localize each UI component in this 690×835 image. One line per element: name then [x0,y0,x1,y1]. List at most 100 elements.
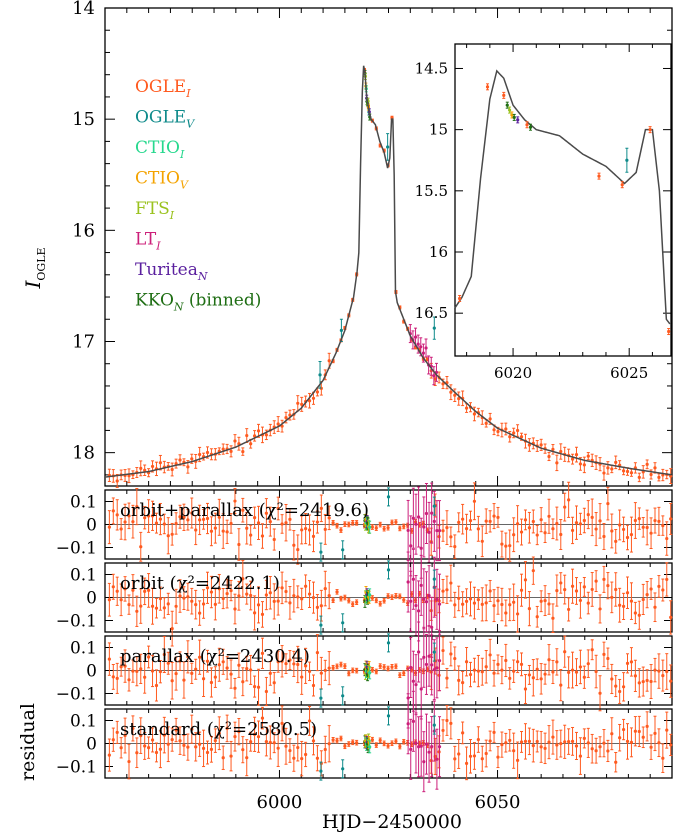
residual-point [645,525,649,530]
residual-point [237,594,241,598]
ogle-v-point [339,328,343,332]
residual-point [343,595,347,600]
residual-point [162,522,166,526]
lt-residual-point [419,546,423,550]
residual-point [468,754,473,758]
residual-point [516,612,520,616]
residual-point [610,529,614,533]
ogle-i-point [190,457,194,461]
residual-point [245,756,249,760]
residual-point [657,669,661,673]
residual-point [229,754,233,758]
residual-point [508,676,512,681]
ogle-v-residual-point [386,641,391,645]
residual-point [543,746,547,750]
residual-point [653,605,657,609]
residual-point [402,524,406,529]
residual-point [535,615,539,619]
lt-i-point [413,335,418,339]
residual-point [178,659,182,663]
ogle-v-residual-point [386,495,391,499]
ogle-v-residual-point [319,550,323,554]
ogle-i-point [614,460,618,464]
legend: OGLEI OGLEV CTIOI CTIOV FTSI LTI TuriteaN KKON … [135,77,261,314]
lt-residual-point [416,515,421,519]
inset-y-tick-label: 15 [429,121,448,139]
residual-point [453,757,457,761]
residual-point [468,672,473,677]
residual-point [170,738,174,742]
ogle-i-point [315,390,320,394]
residual-y-tick-label: 0 [86,662,97,682]
residual-point [347,522,351,527]
residual-point [629,532,634,537]
ogle-i-point [186,465,190,469]
residual-point [237,663,241,667]
residual-point [378,602,382,606]
ogle-i-point [625,469,630,474]
ogle-i-point [425,357,429,361]
residual-point [484,601,488,605]
residual-point [292,756,296,760]
ogle-i-point [657,475,661,479]
lt-residual-point [419,583,423,587]
residual-point [229,672,233,676]
residual-point [457,520,461,524]
residual-point [582,675,586,679]
residual-point [657,519,661,523]
lt-residual-point [411,516,415,520]
residual-point [519,662,524,666]
residual-point [641,679,645,684]
residual-point [653,731,657,735]
ogle-i-point [143,468,147,472]
axis-labels: HJD−2450000 residual IOGLE [17,247,462,833]
residual-point [496,755,500,759]
residual-point [127,678,131,682]
residual-point [194,745,198,749]
ogle-i-point [229,449,233,453]
residual-point [398,594,402,598]
ogle-i-point [233,439,237,443]
ogle-i-point [457,397,461,401]
residual-point [386,526,390,530]
residual-point [578,665,583,669]
residual-point [323,527,327,531]
residual-point [233,686,237,690]
residual-point [194,603,198,607]
residual-point [563,587,567,592]
residual-point [484,519,488,523]
inset-data-point [620,183,624,187]
residual-point [135,669,139,673]
residual-point [115,513,119,517]
residual-point [131,520,135,524]
residual-point [315,756,320,760]
residual-point [147,514,151,518]
residual-point [610,732,614,736]
residual-point [217,515,221,519]
residual-point [307,592,312,596]
residual-point [512,533,516,537]
residual-point [594,749,598,753]
residual-point [461,602,465,606]
residual-point [464,599,469,604]
residual-point [323,586,327,591]
residual-point [547,658,551,662]
ogle-i-point [307,399,312,403]
residual-point [669,517,673,521]
residual-point [527,673,531,677]
residual-point [296,745,300,750]
ogle-i-point [586,454,590,458]
residual-point [154,521,159,525]
residual-point [288,517,292,521]
residual-point [602,577,606,581]
peak-residual-point [368,593,372,597]
residual-point [504,544,508,548]
y-tick-label: 16 [72,220,95,241]
residual-point [174,728,178,732]
ogle-i-point [441,382,445,386]
residual-point [641,597,645,602]
residual-point [374,598,378,602]
residual-point [253,611,257,615]
residual-point [351,740,355,744]
residual-point [551,670,555,674]
